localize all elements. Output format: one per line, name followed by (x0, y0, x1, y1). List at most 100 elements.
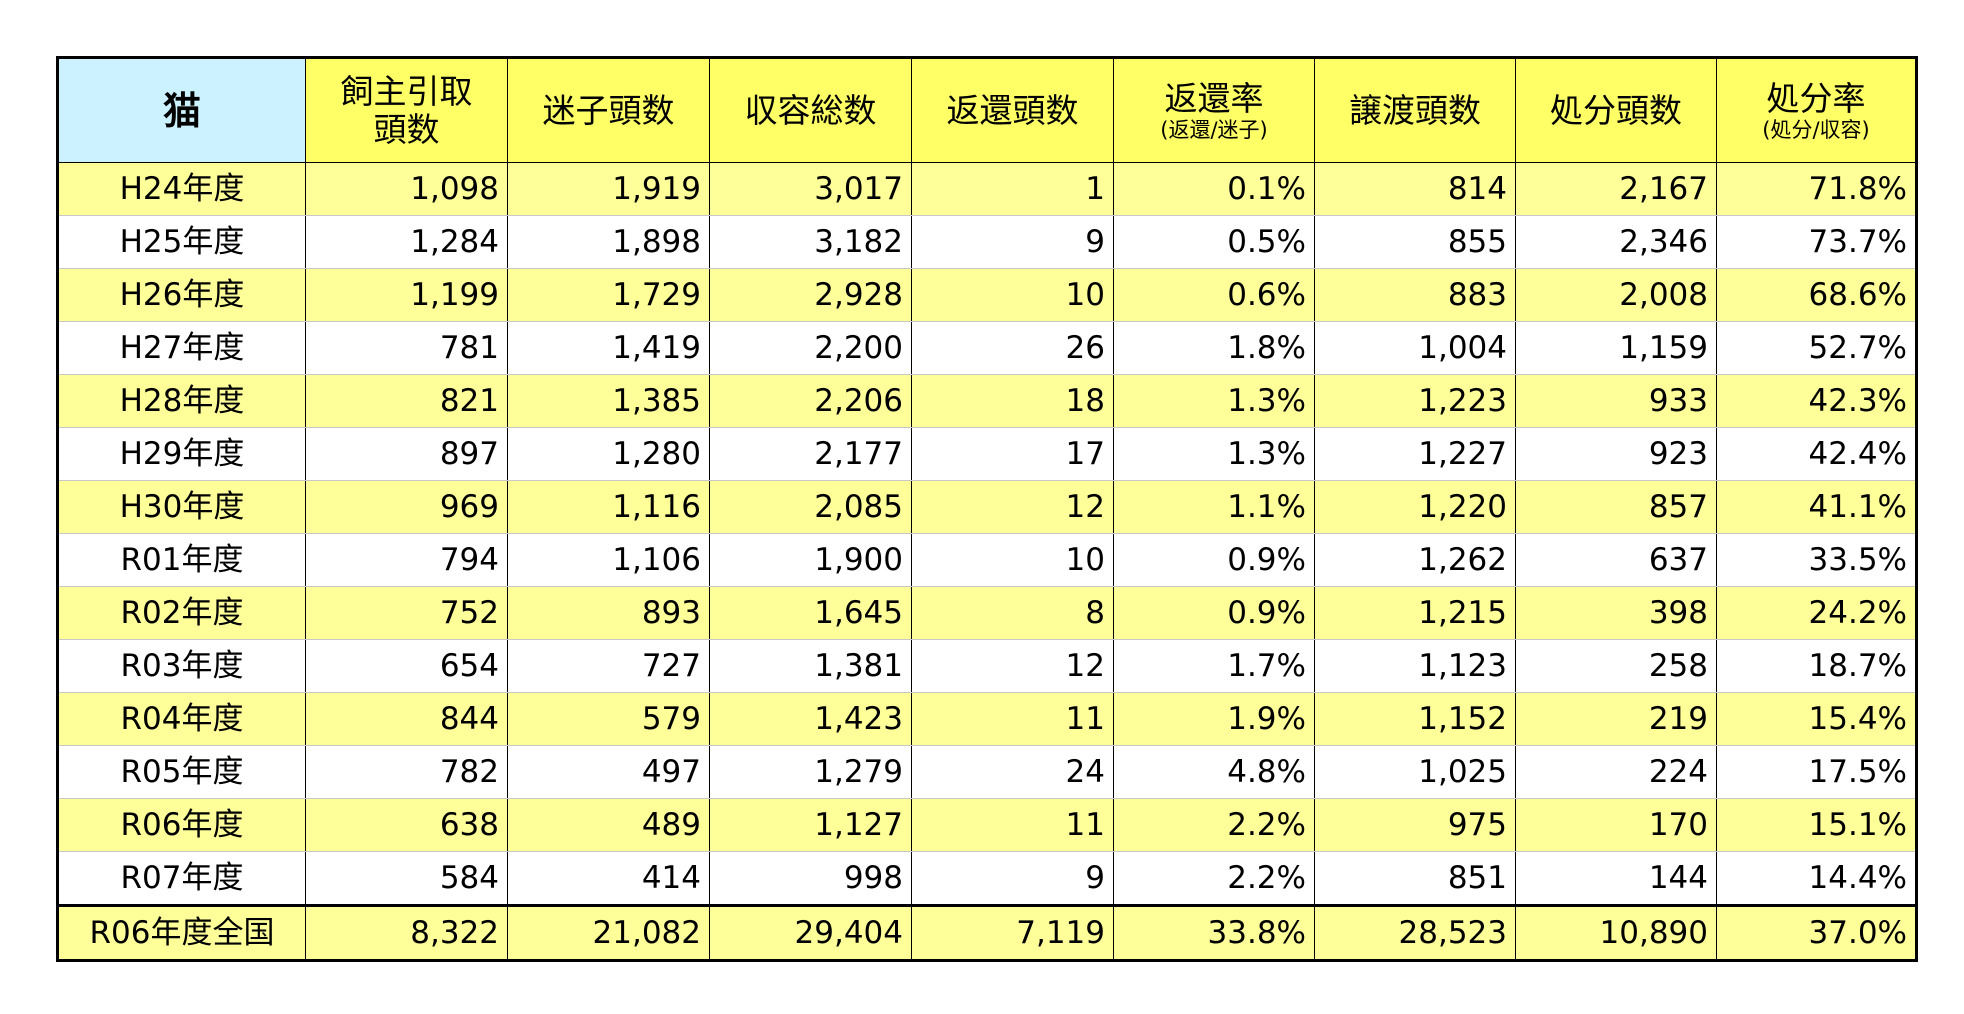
table-cell: 1,262 (1314, 533, 1516, 587)
table-cell: 71.8% (1716, 162, 1917, 216)
table-cell: 9 (911, 851, 1114, 907)
table-cell: 579 (507, 692, 710, 746)
header-row: 猫 飼主引取頭数 迷子頭数 収容総数 返還頭数 返還率 (返還/迷子) 譲渡頭数… (57, 57, 1917, 163)
table-body: H24年度 1,098 1,919 3,017 1 0.1% 814 2,167 71.8% H2… (57, 162, 1917, 907)
table-cell: 398 (1515, 586, 1717, 640)
table-row: H26年度 1,199 1,729 2,928 10 0.6% 883 2,008 68.6% (57, 268, 1917, 322)
row-label: H25年度 (57, 215, 306, 269)
national-total-row: R06年度全国 8,322 21,082 29,404 7,119 33.8% … (57, 905, 1917, 961)
table-cell: 933 (1515, 374, 1717, 428)
table-cell: 1,385 (507, 374, 710, 428)
table-cell: 1,279 (709, 745, 912, 799)
row-label: H30年度 (57, 480, 306, 534)
table-cell: 1 (911, 162, 1114, 216)
column-header-label: 処分率 (1766, 78, 1866, 118)
table-cell: 1,152 (1314, 692, 1516, 746)
column-header-label: 迷子頭数 (542, 90, 675, 130)
table-cell: 2,167 (1515, 162, 1717, 216)
table-cell: 2,200 (709, 321, 912, 375)
table-cell: 21,082 (507, 905, 710, 961)
table-cell: 4.8% (1113, 745, 1315, 799)
table-cell: 2,085 (709, 480, 912, 534)
table-cell: 14.4% (1716, 851, 1917, 907)
table-cell: 17 (911, 427, 1114, 481)
table-cell: 0.9% (1113, 586, 1315, 640)
corner-header: 猫 (57, 57, 306, 163)
table-cell: 1,223 (1314, 374, 1516, 428)
column-header: 処分率 (処分/収容) (1716, 57, 1917, 163)
row-label: R01年度 (57, 533, 306, 587)
row-label: R07年度 (57, 851, 306, 907)
table-row: R02年度 752 893 1,645 8 0.9% 1,215 398 24.2% (57, 586, 1917, 640)
table-cell: 37.0% (1716, 905, 1917, 961)
table-cell: 24 (911, 745, 1114, 799)
table-cell: 10 (911, 268, 1114, 322)
table-cell: 10,890 (1515, 905, 1717, 961)
table-cell: 0.6% (1113, 268, 1315, 322)
table-cell: 1,025 (1314, 745, 1516, 799)
table-cell: 883 (1314, 268, 1516, 322)
table-cell: 1.3% (1113, 427, 1315, 481)
table-row: R06年度 638 489 1,127 11 2.2% 975 170 15.1% (57, 798, 1917, 852)
row-label: H29年度 (57, 427, 306, 481)
table-cell: 10 (911, 533, 1114, 587)
column-header: 返還頭数 (911, 57, 1114, 163)
table-cell: 1,284 (305, 215, 508, 269)
table-cell: 0.1% (1113, 162, 1315, 216)
table-cell: 1,419 (507, 321, 710, 375)
table-cell: 9 (911, 215, 1114, 269)
table-cell: 42.4% (1716, 427, 1917, 481)
row-label: H27年度 (57, 321, 306, 375)
table-cell: 3,017 (709, 162, 912, 216)
column-header-label: 譲渡頭数 (1349, 90, 1481, 130)
table-cell: 41.1% (1716, 480, 1917, 534)
table-row: H29年度 897 1,280 2,177 17 1.3% 1,227 923 42.4% (57, 427, 1917, 481)
column-header-label: 処分頭数 (1550, 90, 1682, 130)
table-cell: 42.3% (1716, 374, 1917, 428)
table-cell: 794 (305, 533, 508, 587)
table-cell: 15.1% (1716, 798, 1917, 852)
table-cell: 1.9% (1113, 692, 1315, 746)
table-cell: 1,098 (305, 162, 508, 216)
table-cell: 2,206 (709, 374, 912, 428)
table-cell: 752 (305, 586, 508, 640)
table-cell: 637 (1515, 533, 1717, 587)
table-cell: 851 (1314, 851, 1516, 907)
row-label: H28年度 (57, 374, 306, 428)
table-cell: 1,116 (507, 480, 710, 534)
table-cell: 1,123 (1314, 639, 1516, 693)
table-cell: 1,199 (305, 268, 508, 322)
row-label: H26年度 (57, 268, 306, 322)
table-cell: 414 (507, 851, 710, 907)
table-cell: 998 (709, 851, 912, 907)
column-header-sublabel: (処分/収容) (1762, 117, 1870, 142)
table-cell: 1,900 (709, 533, 912, 587)
table-cell: 2,008 (1515, 268, 1717, 322)
table-cell: 855 (1314, 215, 1516, 269)
table-cell: 3,182 (709, 215, 912, 269)
table-cell: 29,404 (709, 905, 912, 961)
table-cell: 0.5% (1113, 215, 1315, 269)
table-cell: 24.2% (1716, 586, 1917, 640)
table-cell: 1,381 (709, 639, 912, 693)
table-cell: 727 (507, 639, 710, 693)
table-cell: 2,177 (709, 427, 912, 481)
column-header-label: 収容総数 (744, 90, 877, 130)
table-cell: 73.7% (1716, 215, 1917, 269)
table-cell: 781 (305, 321, 508, 375)
table-cell: 975 (1314, 798, 1516, 852)
table-cell: 1.8% (1113, 321, 1315, 375)
table-cell: 258 (1515, 639, 1717, 693)
table-cell: 844 (305, 692, 508, 746)
table-row: H30年度 969 1,116 2,085 12 1.1% 1,220 857 41.1% (57, 480, 1917, 534)
table-row: H25年度 1,284 1,898 3,182 9 0.5% 855 2,346 73.7% (57, 215, 1917, 269)
row-label: R04年度 (57, 692, 306, 746)
table-row: H27年度 781 1,419 2,200 26 1.8% 1,004 1,159 52.7% (57, 321, 1917, 375)
table-row: R01年度 794 1,106 1,900 10 0.9% 1,262 637 33.5% (57, 533, 1917, 587)
table-row: H24年度 1,098 1,919 3,017 1 0.1% 814 2,167 71.8% (57, 162, 1917, 216)
table-cell: 1,729 (507, 268, 710, 322)
column-header-label: 飼主引取頭数 (340, 71, 473, 149)
table-cell: 224 (1515, 745, 1717, 799)
table-cell: 638 (305, 798, 508, 852)
column-header-sublabel: (返還/迷子) (1160, 117, 1268, 142)
